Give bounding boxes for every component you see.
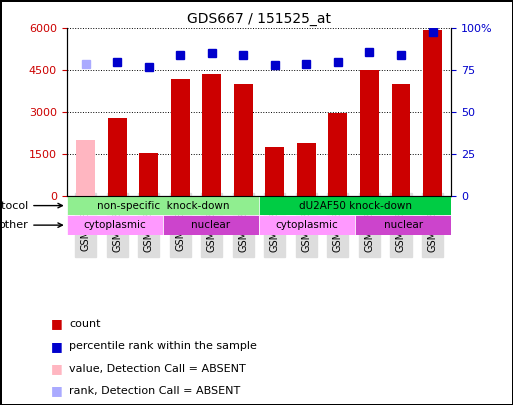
FancyBboxPatch shape xyxy=(163,215,259,235)
Bar xyxy=(108,118,127,196)
Text: other: other xyxy=(0,220,63,230)
Text: protocol: protocol xyxy=(0,200,63,211)
Bar xyxy=(171,79,190,196)
Bar xyxy=(76,140,95,196)
Text: rank, Detection Call = ABSENT: rank, Detection Call = ABSENT xyxy=(69,386,241,396)
FancyBboxPatch shape xyxy=(67,215,163,235)
Bar xyxy=(234,84,253,196)
Text: nuclear: nuclear xyxy=(191,220,230,230)
Text: percentile rank within the sample: percentile rank within the sample xyxy=(69,341,257,351)
Bar xyxy=(265,147,284,196)
Text: ■: ■ xyxy=(51,384,63,397)
Bar xyxy=(391,84,410,196)
FancyBboxPatch shape xyxy=(67,196,259,215)
Text: ■: ■ xyxy=(51,340,63,353)
Bar xyxy=(423,30,442,196)
Bar xyxy=(360,70,379,196)
FancyBboxPatch shape xyxy=(355,215,451,235)
Text: nuclear: nuclear xyxy=(384,220,423,230)
Text: cytoplasmic: cytoplasmic xyxy=(276,220,339,230)
Bar xyxy=(202,75,221,196)
Text: count: count xyxy=(69,319,101,329)
Text: dU2AF50 knock-down: dU2AF50 knock-down xyxy=(299,200,412,211)
Text: non-specific  knock-down: non-specific knock-down xyxy=(96,200,229,211)
Bar xyxy=(297,143,316,196)
Title: GDS667 / 151525_at: GDS667 / 151525_at xyxy=(187,12,331,26)
Text: ■: ■ xyxy=(51,362,63,375)
Text: cytoplasmic: cytoplasmic xyxy=(84,220,146,230)
Text: value, Detection Call = ABSENT: value, Detection Call = ABSENT xyxy=(69,364,246,373)
Text: ■: ■ xyxy=(51,318,63,330)
Bar xyxy=(328,113,347,196)
Bar xyxy=(139,153,158,196)
FancyBboxPatch shape xyxy=(259,215,355,235)
FancyBboxPatch shape xyxy=(259,196,451,215)
